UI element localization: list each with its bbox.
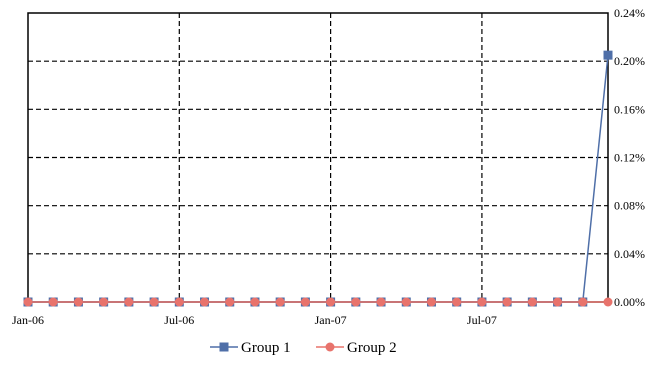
data-point-group-2	[426, 297, 436, 307]
data-point-group-2	[477, 297, 487, 307]
data-point-group-2	[275, 297, 285, 307]
data-point-group-2	[124, 297, 134, 307]
data-point-group-2	[73, 297, 83, 307]
data-point-group-2	[225, 297, 235, 307]
legend-label-1: Group 1	[241, 340, 291, 356]
x-tick-label: Jan-07	[315, 313, 347, 327]
data-point-group-2	[250, 297, 260, 307]
x-tick-label: Jul-07	[467, 313, 497, 327]
y-tick-label: 0.08%	[614, 199, 645, 213]
data-point-group-2	[48, 297, 58, 307]
y-tick-label: 0.24%	[614, 6, 645, 20]
data-point-group-2	[174, 297, 184, 307]
grid-lines	[28, 13, 608, 302]
data-point-group-2	[553, 297, 563, 307]
data-point-group-2	[200, 297, 210, 307]
data-point-group-2	[502, 297, 512, 307]
data-point-group-2	[578, 297, 588, 307]
y-tick-label: 0.20%	[614, 54, 645, 68]
y-tick-label: 0.16%	[614, 102, 645, 116]
data-point-group-2	[603, 297, 613, 307]
data-point-group-2	[23, 297, 33, 307]
legend: Group 1 Group 2	[210, 340, 397, 356]
legend-marker-square	[219, 342, 229, 352]
data-point-group-2	[376, 297, 386, 307]
data-point-group-2	[99, 297, 109, 307]
y-tick-label: 0.12%	[614, 151, 645, 165]
data-point-group-2	[527, 297, 537, 307]
axis-labels: 0.24% 0.20% 0.16% 0.12% 0.08% 0.04% 0.00% Jan-0…	[12, 6, 645, 327]
data-point-group-2	[326, 297, 336, 307]
data-point-group-2	[452, 297, 462, 307]
legend-marker-circle	[325, 342, 335, 352]
x-tick-label: Jul-06	[164, 313, 194, 327]
data-point-group-2	[401, 297, 411, 307]
legend-label-2: Group 2	[347, 340, 397, 356]
data-point-group-2	[149, 297, 159, 307]
series-layer	[23, 50, 613, 307]
data-point-group-1	[603, 50, 613, 60]
y-tick-label: 0.00%	[614, 295, 645, 309]
y-tick-label: 0.04%	[614, 247, 645, 261]
data-point-group-2	[300, 297, 310, 307]
x-tick-label: Jan-06	[12, 313, 44, 327]
data-point-group-2	[351, 297, 361, 307]
